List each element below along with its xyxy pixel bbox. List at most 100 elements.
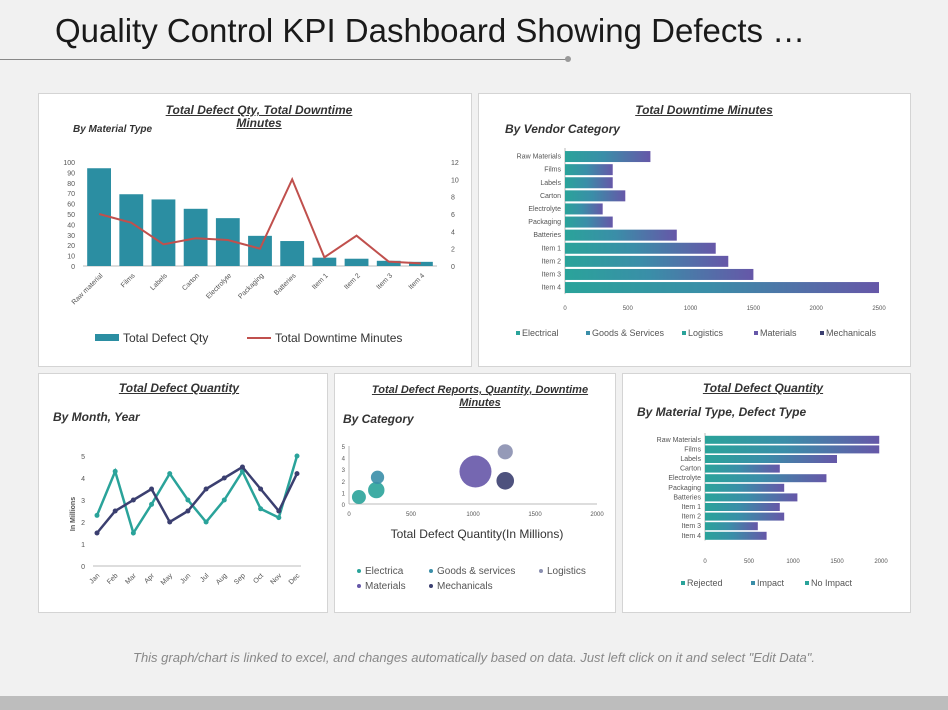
x-tick-label: 1000 (786, 559, 800, 565)
bar (565, 151, 651, 163)
chart-subtitle: By Material Type (73, 124, 153, 135)
hbar-chart: Raw Materials Films Labels Carton Electrolyt… (516, 148, 886, 338)
y-tick-label: Item 2 (542, 258, 562, 265)
defect-material-panel[interactable]: Total Defect Quantity By Material Type, … (622, 373, 911, 613)
y-tick-label: Item 1 (542, 245, 562, 252)
y-tick-label: 2 (342, 480, 346, 486)
y-tick-label: Films (684, 446, 701, 453)
defect-reports-panel[interactable]: Total Defect Reports, Quantity, Downtime… (334, 373, 616, 613)
y-tick-label: Electrolyte (668, 475, 701, 482)
x-tick-label: Packaging (237, 272, 265, 300)
y-tick-label: Item 4 (542, 285, 562, 292)
footer-note: This graph/chart is linked to excel, and… (133, 650, 815, 665)
y-tick-label: 0 (71, 264, 75, 271)
bubble (497, 444, 513, 460)
legend-swatch (681, 581, 685, 585)
data-point (130, 530, 136, 536)
x-axis-label: Total Defect Quantity(In Millions) (391, 527, 564, 541)
x-tick-label: Aug (215, 572, 229, 586)
chart-title: Total Defect Quantity (702, 381, 824, 395)
defect-downtime-panel[interactable]: Total Defect Qty, Total Downtime Minutes… (38, 93, 472, 367)
downtime-vendor-panel[interactable]: Total Downtime Minutes By Vendor Categor… (478, 93, 911, 367)
x-tick-label: Films (120, 272, 137, 289)
y-axis-label: In Millions (70, 497, 77, 531)
bar (705, 531, 767, 540)
bar (565, 164, 613, 176)
x-tick-label: 500 (406, 512, 417, 518)
page-title: Quality Control KPI Dashboard Showing De… (55, 12, 806, 49)
y-tick-label: Films (544, 167, 561, 174)
data-point (94, 512, 100, 518)
line-series (95, 455, 299, 536)
bar (705, 445, 880, 454)
legend-swatch (429, 584, 433, 588)
chart-title: Total Defect Reports, Quantity, Downtime… (371, 384, 589, 409)
y-tick-label: 60 (67, 202, 75, 209)
bar (705, 455, 837, 463)
chart-subtitle: By Vendor Category (505, 122, 620, 136)
data-point (294, 471, 300, 477)
x-tick-label: 1500 (528, 512, 542, 518)
x-tick-label: Mar (124, 572, 138, 586)
y-tick-label: 70 (67, 191, 75, 198)
bottom-bar (0, 696, 948, 710)
data-point (276, 515, 282, 521)
bar (565, 216, 613, 228)
bar (565, 268, 754, 280)
bar (565, 282, 879, 294)
bar (705, 435, 880, 444)
y-tick-label: Packaging (528, 219, 561, 226)
y-tick-label: 20 (67, 243, 75, 250)
x-tick-label: 500 (623, 306, 634, 312)
legend-label: Rejected (687, 578, 723, 588)
bar (705, 503, 780, 511)
data-point (185, 497, 191, 503)
x-tick-label: Item 2 (343, 272, 362, 291)
legend-label: Mechanicals (437, 581, 493, 592)
bar (565, 242, 716, 254)
bar (151, 199, 176, 266)
bar (565, 177, 613, 189)
chart-title: Total Downtime Minutes (635, 103, 773, 117)
data-point (258, 486, 264, 492)
y-tick-label: Raw Materials (657, 437, 702, 444)
legend-label: Materials (365, 581, 406, 592)
x-tick-label: Labels (149, 272, 169, 292)
bar (312, 257, 337, 266)
bar (565, 203, 603, 215)
bubble (370, 470, 385, 484)
bar (705, 522, 758, 531)
legend-label: Impact (757, 578, 785, 588)
data-point (258, 506, 264, 512)
y-tick-label: Item 1 (682, 504, 702, 511)
legend-swatch (805, 581, 809, 585)
x-tick-label: 0 (703, 559, 707, 565)
y2-tick-label: 8 (451, 195, 455, 202)
x-tick-label: Jul (199, 572, 211, 584)
bar (705, 474, 827, 483)
bubble (351, 490, 366, 505)
y-tick-label: 90 (67, 170, 75, 177)
x-tick-label: 1000 (466, 512, 480, 518)
chart-subtitle: By Month, Year (53, 410, 140, 424)
data-point (221, 497, 227, 503)
hbar-chart: Raw Materials Films Labels Carton Electrolyt… (657, 433, 888, 588)
x-tick-label: 0 (563, 306, 567, 312)
bar (565, 255, 729, 267)
bubble (496, 472, 515, 490)
data-point (294, 453, 300, 459)
data-point (149, 501, 155, 507)
bar (705, 493, 798, 502)
x-tick-label: Jun (179, 572, 192, 585)
legend-swatch (357, 584, 361, 588)
y-tick-label: 50 (67, 212, 75, 219)
x-tick-label: 1500 (830, 559, 844, 565)
y-tick-label: Item 2 (682, 514, 702, 521)
data-point (130, 497, 136, 503)
bar (376, 260, 401, 266)
legend-label: Goods & Services (592, 328, 665, 338)
chart-subtitle: By Category (343, 412, 414, 426)
y-tick-label: Packaging (668, 485, 701, 492)
data-point (167, 519, 173, 525)
defect-month-panel[interactable]: Total Defect Quantity By Month, Year 0 1 2… (38, 373, 328, 613)
